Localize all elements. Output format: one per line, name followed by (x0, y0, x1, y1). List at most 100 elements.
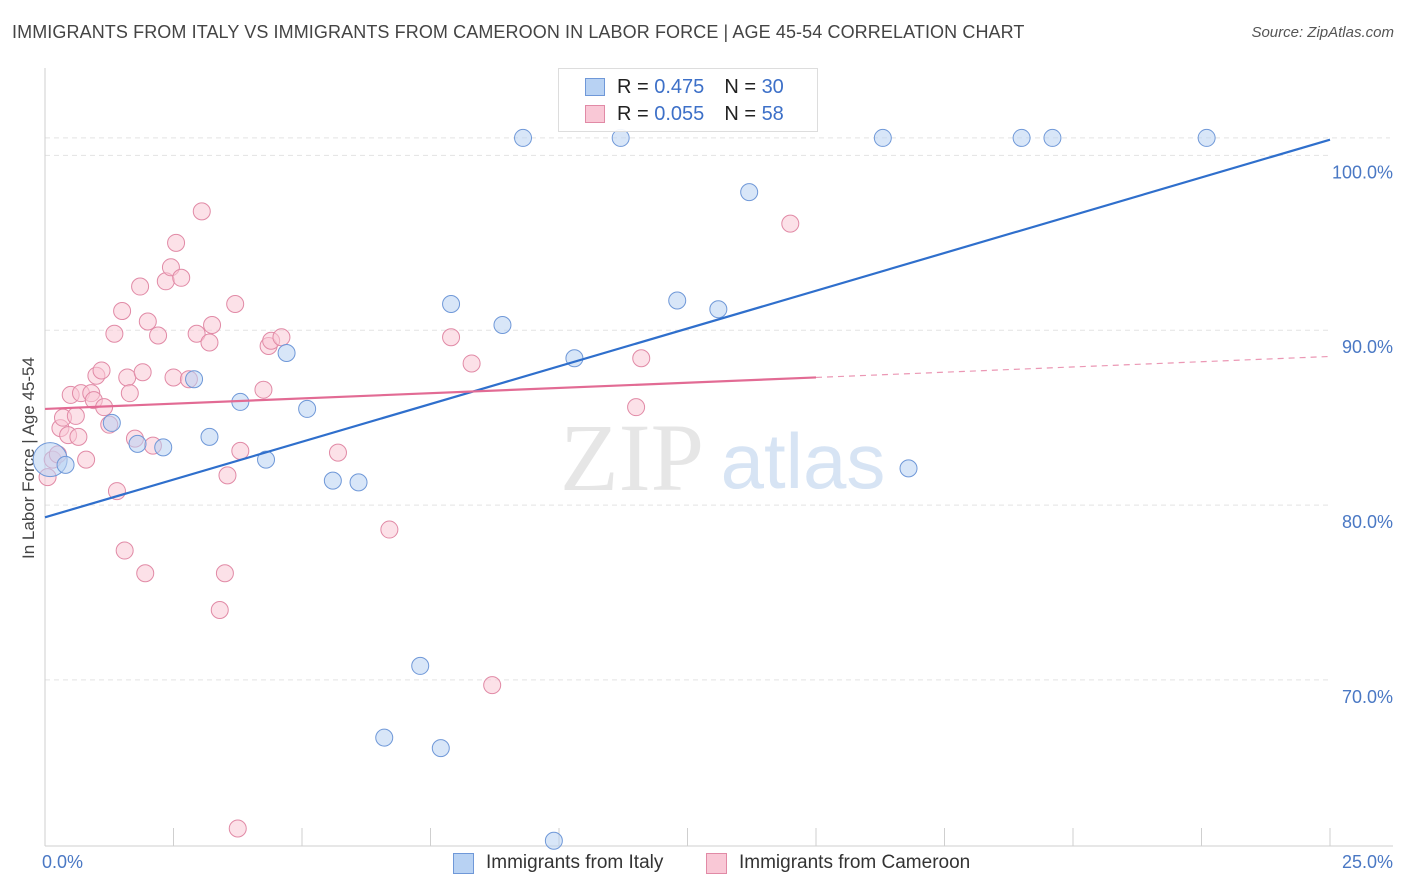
cameroon-point (69, 427, 88, 446)
cameroon-point (254, 380, 273, 399)
cameroon-swatch (585, 105, 605, 123)
cameroon-point (66, 406, 85, 425)
cameroon-point (231, 441, 250, 460)
legend-item-cameroon[interactable]: Immigrants from Cameroon (706, 852, 970, 874)
x-tick-min: 0.0% (42, 852, 84, 872)
chart-title: IMMIGRANTS FROM ITALY VS IMMIGRANTS FROM… (12, 22, 1025, 42)
legend-label-italy: Immigrants from Italy (486, 852, 664, 873)
italy-point (442, 295, 461, 314)
cameroon-point (215, 564, 234, 583)
stats-row-italy: R = 0.475 N = 30 (585, 75, 784, 99)
italy-point (431, 739, 450, 758)
italy-point (899, 459, 918, 478)
cameroon-point (192, 202, 211, 221)
n-label: N = (724, 75, 756, 98)
italy-point (1043, 128, 1062, 147)
legend-label-cameroon: Immigrants from Cameroon (739, 852, 971, 873)
y-tick-label: 90.0% (1342, 337, 1393, 357)
cameroon-point (218, 466, 237, 485)
trend-lines (44, 138, 1331, 519)
italy-point (56, 455, 75, 474)
cameroon-point (167, 233, 186, 252)
cameroon-point (164, 368, 183, 387)
y-tick-label: 100.0% (1332, 162, 1393, 182)
cameroon-trend-extension (815, 355, 1331, 379)
n-label: N = (724, 102, 756, 125)
italy-point (740, 183, 759, 202)
italy-point (544, 831, 563, 850)
cameroon-point (272, 328, 291, 347)
cameroon-point (632, 349, 651, 368)
gridlines (45, 137, 1390, 681)
italy-point (200, 427, 219, 446)
italy-point (1197, 128, 1216, 147)
cameroon-point (203, 316, 222, 335)
cameroon-point (210, 600, 229, 619)
cameroon-point (200, 333, 219, 352)
r-value: 0.055 (654, 102, 705, 125)
cameroon-legend-swatch (706, 852, 727, 874)
italy-point (128, 434, 147, 453)
source-label: Source: ZipAtlas.com (1251, 24, 1394, 41)
italy-point (514, 128, 533, 147)
italy-points (32, 128, 1216, 850)
series-legend: Immigrants from Italy Immigrants from Ca… (0, 852, 1406, 878)
cameroon-point (226, 295, 245, 314)
cameroon-point (781, 214, 800, 233)
cameroon-point (138, 312, 157, 331)
cameroon-point (115, 541, 134, 560)
italy-point (349, 473, 368, 492)
r-label: R = (617, 102, 649, 125)
italy-swatch (585, 78, 605, 96)
y-tick-label: 80.0% (1342, 512, 1393, 532)
cameroon-point (442, 328, 461, 347)
stats-row-cameroon: R = 0.055 N = 58 (585, 102, 784, 126)
italy-point (277, 343, 296, 362)
y-tick-labels: 70.0% 80.0% 90.0% 100.0% (1332, 162, 1393, 706)
watermark: ZIP atlas (560, 404, 885, 511)
cameroon-point (120, 384, 139, 403)
n-value: 58 (761, 102, 784, 125)
italy-trend-line (44, 138, 1331, 519)
r-label: R = (617, 75, 649, 98)
italy-point (709, 300, 728, 319)
italy-point (154, 438, 173, 457)
cameroon-point (149, 326, 168, 345)
italy-point (298, 399, 317, 418)
italy-point (102, 413, 121, 432)
italy-point (375, 728, 394, 747)
stats-legend: R = 0.475 N = 30 R = 0.055 N = 58 (558, 68, 818, 132)
cameroon-point (136, 564, 155, 583)
cameroon-point (328, 443, 347, 462)
cameroon-point (131, 277, 150, 296)
italy-legend-swatch (453, 852, 474, 874)
italy-point (185, 370, 204, 389)
cameroon-point (105, 324, 124, 343)
cameroon-point (380, 520, 399, 539)
n-value: 30 (761, 75, 784, 98)
cameroon-point (92, 361, 111, 380)
r-value: 0.475 (654, 75, 705, 98)
y-tick-label: 70.0% (1342, 687, 1393, 707)
cameroon-point (133, 363, 152, 382)
cameroon-point (118, 368, 137, 387)
watermark-zip: ZIP (560, 404, 704, 511)
legend-item-italy[interactable]: Immigrants from Italy (453, 852, 663, 874)
italy-point (257, 450, 276, 469)
watermark-atlas: atlas (721, 417, 886, 505)
italy-point (668, 291, 687, 310)
cameroon-point (627, 398, 646, 417)
italy-point (1012, 128, 1031, 147)
cameroon-point (483, 676, 502, 695)
italy-point (873, 128, 892, 147)
cameroon-point (77, 450, 96, 469)
cameroon-point (172, 268, 191, 287)
cameroon-point (187, 324, 206, 343)
italy-point (411, 656, 430, 675)
cameroon-point (462, 354, 481, 373)
cameroon-trend-line (44, 376, 817, 411)
italy-point (493, 316, 512, 335)
cameroon-point (228, 819, 247, 838)
italy-point (323, 471, 342, 490)
